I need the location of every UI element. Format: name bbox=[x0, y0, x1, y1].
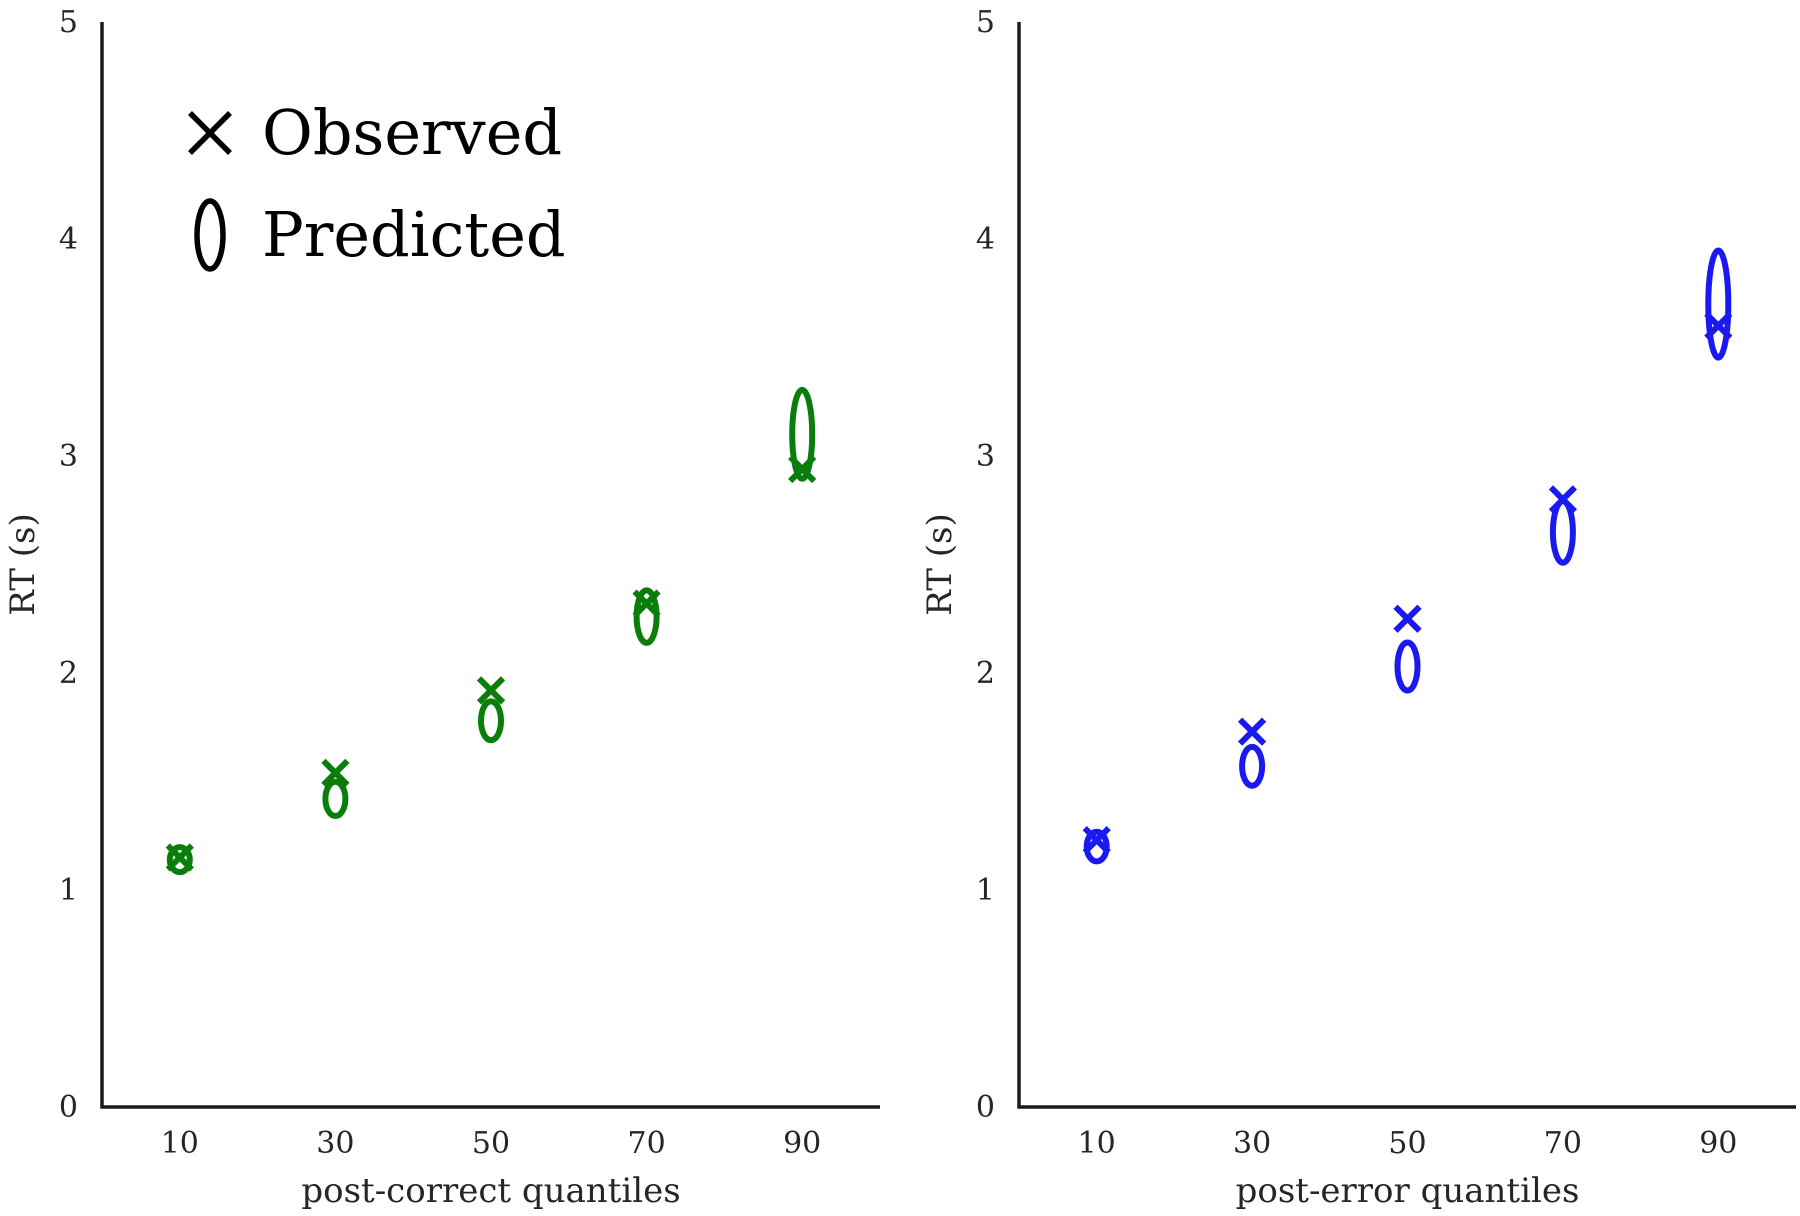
legend-observed-marker bbox=[188, 111, 232, 155]
predicted-point bbox=[1549, 498, 1576, 566]
x-tick-label: 10 bbox=[1078, 1126, 1116, 1161]
y-tick-label: 0 bbox=[59, 1090, 78, 1125]
x-tick-label: 30 bbox=[1233, 1126, 1271, 1161]
predicted-point bbox=[322, 778, 349, 819]
y-axis-label: RT (s) bbox=[920, 513, 960, 615]
x-tick-label: 90 bbox=[1699, 1126, 1737, 1161]
legend-predicted-marker bbox=[194, 198, 226, 272]
predicted-point bbox=[633, 587, 660, 646]
x-tick-label: 70 bbox=[628, 1126, 666, 1161]
observed-point bbox=[476, 676, 506, 705]
x-tick-label: 30 bbox=[316, 1126, 354, 1161]
predicted-point bbox=[1083, 828, 1110, 865]
x-tick-label: 90 bbox=[783, 1126, 821, 1161]
y-tick-label: 1 bbox=[59, 873, 78, 908]
observed-point bbox=[1393, 604, 1422, 633]
y-tick-label: 4 bbox=[59, 222, 78, 257]
x-tick-label: 50 bbox=[1388, 1126, 1426, 1161]
y-tick-label: 0 bbox=[976, 1090, 995, 1125]
series-x bbox=[165, 454, 817, 872]
x-axis-label: post-correct quantiles bbox=[301, 1171, 680, 1211]
y-tick-label: 5 bbox=[59, 5, 78, 40]
observed-point bbox=[1237, 717, 1267, 746]
x-tick-label: 50 bbox=[472, 1126, 510, 1161]
legend-label: Observed bbox=[262, 96, 562, 169]
predicted-point bbox=[1705, 247, 1732, 361]
legend-label: Predicted bbox=[262, 198, 566, 271]
y-tick-label: 3 bbox=[59, 439, 78, 474]
observed-point bbox=[321, 758, 350, 787]
predicted-point bbox=[166, 844, 193, 876]
y-axis-label: RT (s) bbox=[3, 513, 43, 615]
series-ellipse bbox=[1083, 247, 1732, 865]
y-tick-label: 3 bbox=[976, 439, 995, 474]
x-tick-label: 70 bbox=[1544, 1126, 1582, 1161]
legend: Observed Predicted bbox=[188, 96, 566, 272]
y-tick-label: 2 bbox=[976, 656, 995, 691]
predicted-point bbox=[1239, 743, 1266, 789]
predicted-point bbox=[478, 698, 504, 744]
series-x bbox=[1082, 311, 1733, 855]
x-axis-label: post-error quantiles bbox=[1236, 1171, 1580, 1211]
x-tick-label: 10 bbox=[161, 1126, 199, 1161]
predicted-point bbox=[1394, 639, 1421, 694]
y-tick-label: 4 bbox=[976, 222, 995, 257]
series-ellipse bbox=[166, 386, 816, 876]
y-tick-label: 5 bbox=[976, 5, 995, 40]
panel-post-correct: 0 1 2 3 4 5 10 30 50 70 90 post-correct quantiles RT… bbox=[3, 5, 880, 1211]
y-tick-label: 1 bbox=[976, 873, 995, 908]
predicted-point bbox=[789, 386, 816, 482]
y-tick-label: 2 bbox=[59, 656, 78, 691]
panel-post-error: 0 1 2 3 4 5 10 30 50 70 90 post-error quantiles RT (… bbox=[920, 5, 1796, 1211]
